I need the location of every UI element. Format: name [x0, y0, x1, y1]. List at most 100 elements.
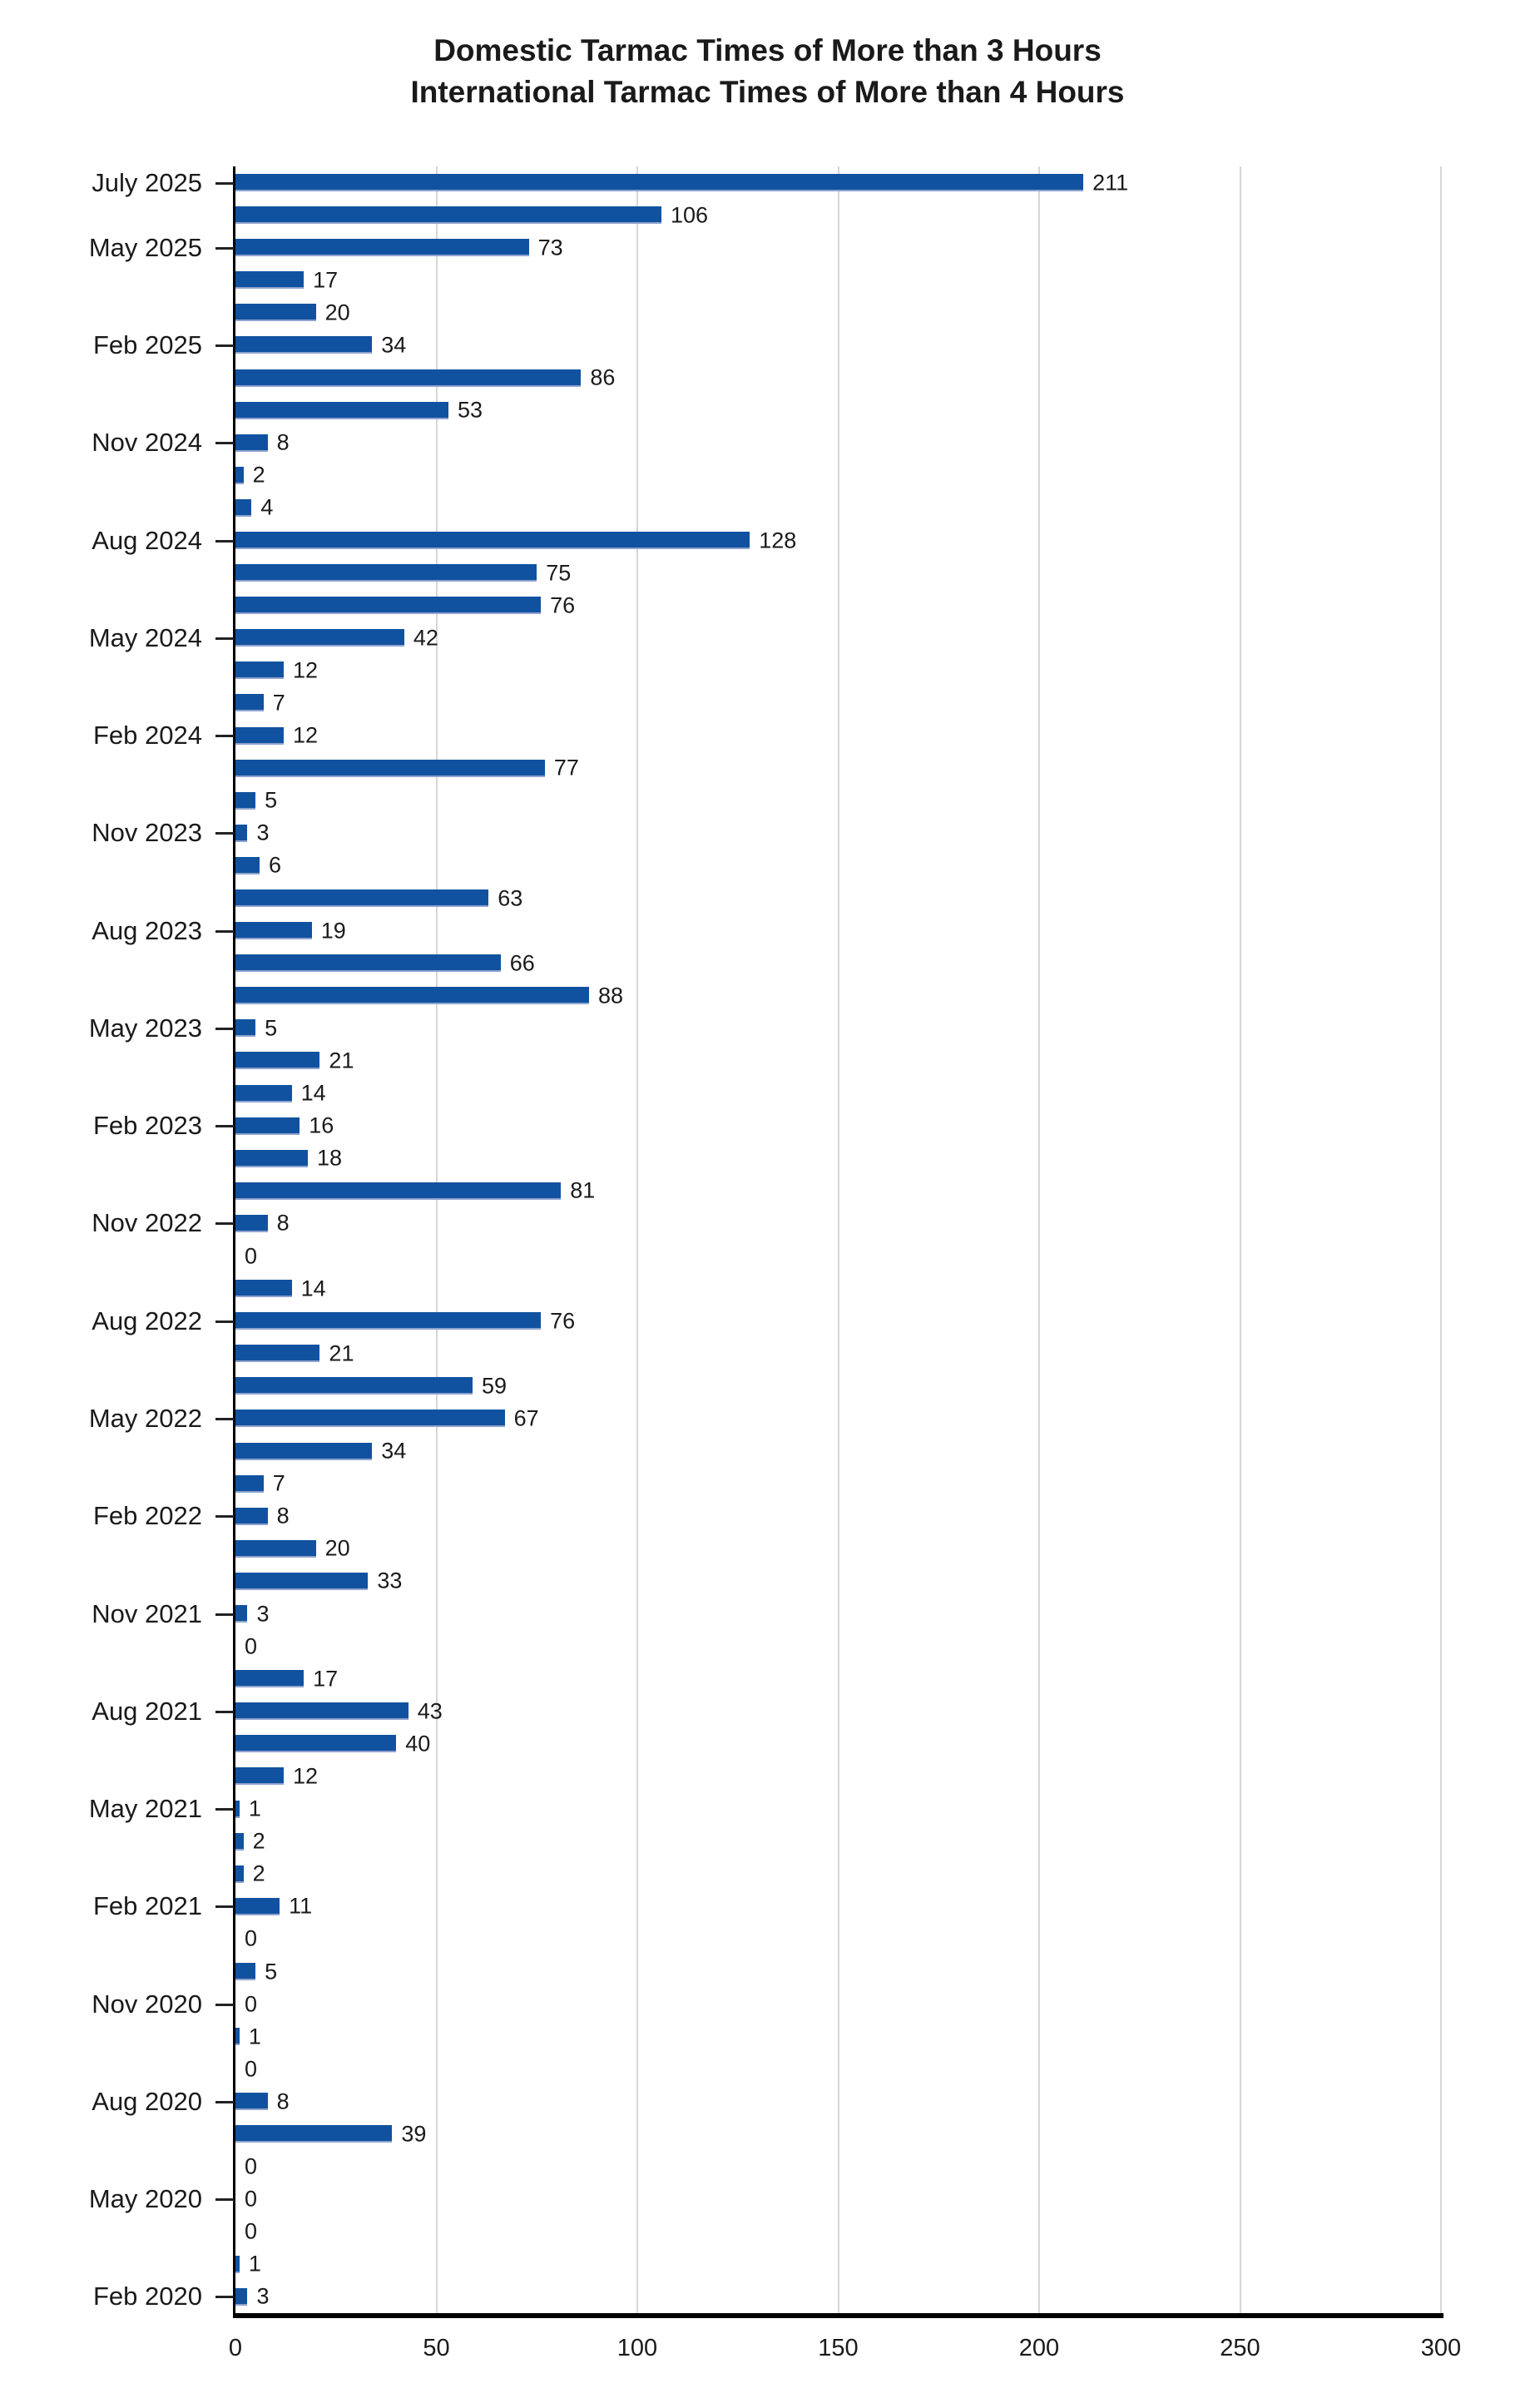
bar-row: 86: [235, 362, 1441, 394]
bar: [235, 1539, 316, 1558]
bar-row: 8: [235, 1207, 1441, 1240]
y-tick-label: Feb 2025: [93, 330, 202, 359]
bar: [235, 954, 501, 973]
bar-row: 0: [235, 1630, 1441, 1662]
value-label: 0: [245, 1633, 258, 1659]
bar-row: 88: [235, 979, 1441, 1012]
y-axis-line: [233, 166, 235, 2318]
bar: [235, 597, 542, 615]
bar-row: 0: [235, 2053, 1441, 2085]
value-label: 211: [1092, 170, 1129, 196]
y-tick-label: Nov 2022: [92, 1208, 202, 1238]
bar-row: 2: [235, 459, 1441, 492]
bar: [235, 1280, 292, 1298]
bar-row: 5: [235, 1955, 1441, 1988]
y-tick-label: Nov 2021: [92, 1598, 202, 1628]
bar-row: 0: [235, 2151, 1441, 2183]
value-label: 0: [245, 2186, 258, 2212]
bar-row: 11: [235, 1890, 1441, 1923]
y-tick-label: Nov 2024: [92, 428, 202, 458]
value-label: 0: [245, 2218, 258, 2244]
value-label: 5: [265, 1959, 278, 1984]
y-tick-mark: [215, 637, 234, 640]
y-tick-mark: [215, 2198, 234, 2202]
y-tick-mark: [215, 1710, 234, 1713]
value-label: 42: [413, 625, 438, 651]
value-label: 3: [256, 1601, 270, 1627]
bar: [235, 304, 316, 322]
bar-row: 12: [235, 654, 1441, 686]
value-label: 86: [590, 364, 616, 390]
bar: [235, 239, 529, 257]
value-label: 8: [276, 2088, 290, 2114]
bar-row: 7: [235, 1468, 1441, 1500]
value-label: 8: [276, 1210, 290, 1236]
value-label: 76: [550, 1308, 576, 1334]
y-tick-label: May 2023: [88, 1013, 202, 1043]
value-label: 34: [381, 1438, 407, 1464]
bar: [235, 889, 489, 908]
bar-row: 14: [235, 1078, 1441, 1110]
value-label: 3: [256, 2283, 270, 2309]
bar-row: 8: [235, 2085, 1441, 2118]
bar: [235, 1149, 308, 1167]
bar: [235, 2028, 240, 2046]
bar: [235, 1312, 542, 1330]
bar: [235, 1800, 240, 1818]
bar: [235, 1767, 284, 1786]
y-tick-mark: [215, 246, 234, 250]
bar-row: 1: [235, 2020, 1441, 2053]
value-label: 128: [759, 528, 797, 553]
y-tick-label: Feb 2020: [93, 2282, 202, 2311]
bar-row: 12: [235, 1760, 1441, 1792]
plot-area: 211 106 73 17 20 34 86 53 8 2 4 128 75 76 42 12 7 12 77 5 3 6…: [235, 166, 1442, 2313]
y-tick-label: May 2021: [88, 1794, 202, 1824]
x-tick-label: 100: [616, 2335, 658, 2361]
bar-row: 81: [235, 1175, 1441, 1207]
value-label: 1: [248, 2024, 261, 2049]
gridline-x-150: [837, 166, 839, 2313]
value-label: 21: [329, 1048, 354, 1073]
value-label: 11: [289, 1893, 313, 1919]
x-tick-label: 250: [1220, 2335, 1260, 2361]
bar-row: 18: [235, 1142, 1441, 1175]
x-tick-label: 300: [1420, 2335, 1462, 2361]
bar-row: 59: [235, 1370, 1441, 1402]
value-label: 2: [252, 1828, 265, 1854]
y-tick-label: Nov 2020: [92, 1989, 202, 2019]
bar-row: 63: [235, 882, 1441, 914]
bar: [235, 206, 661, 225]
value-label: 4: [260, 494, 274, 520]
y-tick-mark: [215, 735, 234, 738]
bar-row: 66: [235, 947, 1441, 979]
value-label: 76: [550, 592, 576, 618]
bar: [235, 336, 373, 354]
value-label: 21: [329, 1340, 354, 1366]
bar-row: 76: [235, 1305, 1441, 1337]
bar-row: 20: [235, 296, 1441, 329]
bar: [235, 1572, 369, 1590]
y-tick-mark: [215, 442, 234, 445]
y-tick-mark: [215, 181, 234, 185]
value-label: 34: [381, 332, 407, 358]
bar-row: 34: [235, 329, 1441, 361]
bar-row: 5: [235, 1012, 1441, 1044]
bar-row: 106: [235, 199, 1441, 231]
value-label: 7: [272, 1470, 285, 1496]
value-label: 88: [598, 983, 624, 1008]
bar: [235, 1182, 562, 1200]
value-label: 14: [300, 1276, 326, 1301]
bar: [235, 2093, 268, 2111]
chart-title-line-2: International Tarmac Times of More than …: [410, 75, 1125, 109]
bar-row: 0: [235, 2216, 1441, 2248]
bar: [235, 1670, 305, 1688]
value-label: 2: [252, 462, 265, 488]
bar-row: 73: [235, 231, 1441, 264]
bar: [235, 2125, 393, 2143]
value-label: 40: [405, 1731, 431, 1756]
y-tick-label: May 2020: [88, 2184, 202, 2214]
bar-row: 4: [235, 492, 1441, 524]
y-tick-label: Feb 2022: [93, 1501, 202, 1531]
y-tick-mark: [215, 1808, 234, 1811]
bar-row: 3: [235, 1598, 1441, 1630]
